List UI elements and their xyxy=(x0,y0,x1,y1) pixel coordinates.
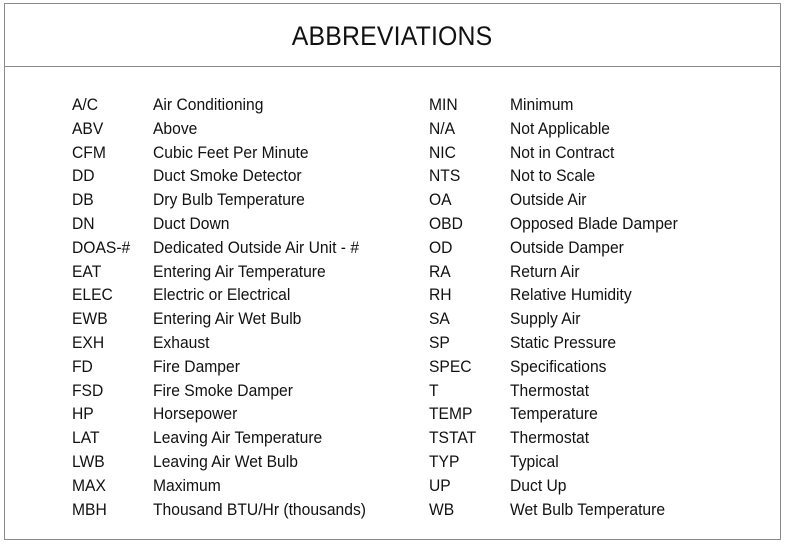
abbreviation-code: OA xyxy=(429,190,452,210)
abbreviation-meaning: Electric or Electrical xyxy=(153,285,291,305)
abbreviation-code: CFM xyxy=(72,142,106,162)
abbreviation-code: TYP xyxy=(429,451,460,471)
abbreviation-meaning: Dry Bulb Temperature xyxy=(153,190,305,210)
abbreviation-meaning: Thermostat xyxy=(510,428,590,448)
abbreviation-code: EWB xyxy=(72,309,108,329)
abbreviation-code: RA xyxy=(429,261,451,281)
abbreviation-meaning: Horsepower xyxy=(153,404,238,424)
abbreviation-meaning: Static Pressure xyxy=(510,332,617,352)
abbreviation-meaning: Thermostat xyxy=(510,380,590,400)
abbreviation-code: SP xyxy=(429,332,450,352)
abbreviation-meaning: Thousand BTU/Hr (thousands) xyxy=(153,499,366,519)
abbreviation-code: NIC xyxy=(429,142,456,162)
abbreviation-meaning: Dedicated Outside Air Unit - # xyxy=(153,237,360,257)
abbreviation-code: T xyxy=(429,380,439,400)
abbreviation-meaning: Fire Damper xyxy=(153,356,240,376)
abbreviation-code: TEMP xyxy=(429,404,473,424)
abbreviation-meaning: Temperature xyxy=(510,404,598,424)
abbreviation-code: EXH xyxy=(72,332,105,352)
abbreviation-code: FD xyxy=(72,356,93,376)
abbreviation-meaning: Cubic Feet Per Minute xyxy=(153,142,309,162)
abbreviation-code: NTS xyxy=(429,166,461,186)
abbreviation-code: LWB xyxy=(72,451,105,471)
abbreviation-code: SA xyxy=(429,309,450,329)
abbreviation-code: ELEC xyxy=(72,285,113,305)
abbreviation-code: UP xyxy=(429,475,451,495)
abbreviation-code: WB xyxy=(429,499,455,519)
abbreviation-meaning: Minimum xyxy=(510,95,574,114)
abbreviation-code: OD xyxy=(429,237,453,257)
abbreviation-meaning: Fire Smoke Damper xyxy=(153,380,293,400)
abbreviation-code: DOAS-# xyxy=(72,237,131,257)
abbreviation-meaning: Not Applicable xyxy=(510,118,610,138)
abbreviation-code: ABV xyxy=(72,118,104,138)
abbreviation-code: HP xyxy=(72,404,94,424)
abbreviation-meaning: Not to Scale xyxy=(510,166,596,186)
abbreviation-code: N/A xyxy=(429,118,456,138)
abbreviation-code: A/C xyxy=(72,95,99,114)
abbreviation-meaning: Duct Up xyxy=(510,475,567,495)
abbreviations-sheet: ABBREVIATIONS A/C Air Conditioning ABV Abov… xyxy=(4,3,781,540)
abbreviation-code: RH xyxy=(429,285,452,305)
abbreviation-meaning: Air Conditioning xyxy=(153,95,264,114)
abbreviation-code: DB xyxy=(72,190,94,210)
abbreviation-code: EAT xyxy=(72,261,102,281)
abbreviation-meaning: Leaving Air Wet Bulb xyxy=(153,451,298,471)
abbreviation-meaning: Entering Air Wet Bulb xyxy=(153,309,302,329)
abbreviation-code: MIN xyxy=(429,95,458,114)
abbreviation-meaning: Supply Air xyxy=(510,309,581,329)
abbreviation-code: TSTAT xyxy=(429,428,477,448)
abbreviation-meaning: Opposed Blade Damper xyxy=(510,213,678,233)
abbreviation-code: DN xyxy=(72,213,95,233)
abbreviation-code: SPEC xyxy=(429,356,472,376)
abbreviation-meaning: Typical xyxy=(510,451,559,471)
abbreviation-meaning: Specifications xyxy=(510,356,607,376)
abbreviation-meaning: Relative Humidity xyxy=(510,285,632,305)
abbreviation-meaning: Leaving Air Temperature xyxy=(153,428,323,448)
abbreviation-meaning: Duct Down xyxy=(153,213,230,233)
abbreviation-meaning: Return Air xyxy=(510,261,580,281)
abbreviation-code: OBD xyxy=(429,213,463,233)
abbreviation-code: DD xyxy=(72,166,95,186)
abbreviation-meaning: Maximum xyxy=(153,475,221,495)
abbreviation-meaning: Exhaust xyxy=(153,332,210,352)
page-title: ABBREVIATIONS xyxy=(292,20,493,51)
abbreviation-code: MBH xyxy=(72,499,107,519)
abbreviation-code: MAX xyxy=(72,475,106,495)
abbreviation-meaning: Outside Damper xyxy=(510,237,624,257)
abbreviation-meaning: Outside Air xyxy=(510,190,587,210)
title-bar: ABBREVIATIONS xyxy=(5,4,780,67)
abbreviation-meaning: Entering Air Temperature xyxy=(153,261,326,281)
abbreviation-meaning: Above xyxy=(153,118,198,138)
abbreviation-meaning: Not in Contract xyxy=(510,142,615,162)
abbreviation-meaning: Duct Smoke Detector xyxy=(153,166,302,186)
abbreviation-code: FSD xyxy=(72,380,104,400)
abbreviation-meaning: Wet Bulb Temperature xyxy=(510,499,666,519)
abbreviation-code: LAT xyxy=(72,428,100,448)
